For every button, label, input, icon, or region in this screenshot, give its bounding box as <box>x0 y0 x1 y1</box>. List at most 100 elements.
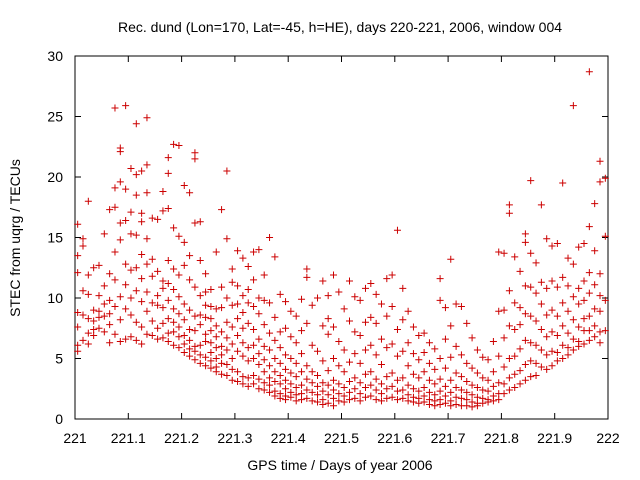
data-point <box>409 385 417 393</box>
data-point <box>138 323 146 331</box>
data-point <box>484 387 492 395</box>
data-point <box>138 275 146 283</box>
data-point <box>138 209 146 217</box>
data-point <box>468 403 476 411</box>
data-point <box>287 380 295 388</box>
data-point <box>143 235 151 243</box>
data-point <box>596 178 604 186</box>
data-point <box>148 332 156 340</box>
data-point <box>425 339 433 347</box>
data-point <box>468 334 476 342</box>
data-point <box>495 396 503 404</box>
data-point <box>521 361 529 369</box>
data-point <box>404 381 412 389</box>
data-point <box>287 369 295 377</box>
data-point <box>159 277 167 285</box>
data-point <box>218 283 226 291</box>
data-point <box>250 341 258 349</box>
data-point <box>399 347 407 355</box>
data-point <box>585 68 593 76</box>
data-point <box>356 397 364 405</box>
data-point <box>228 365 236 373</box>
data-point <box>404 362 412 370</box>
data-point <box>159 334 167 342</box>
data-point <box>196 311 204 319</box>
y-axis: 0 5 10 15 20 25 30 <box>47 48 608 427</box>
data-point <box>74 309 82 317</box>
data-point <box>436 275 444 283</box>
data-point <box>154 292 162 300</box>
data-point <box>154 301 162 309</box>
data-point <box>351 385 359 393</box>
data-point <box>116 316 124 324</box>
data-point <box>548 347 556 355</box>
data-point <box>393 352 401 360</box>
data-points <box>74 68 609 411</box>
data-point <box>287 355 295 362</box>
data-point <box>212 368 220 376</box>
data-point <box>95 313 103 321</box>
data-point <box>569 316 577 324</box>
data-point <box>473 346 481 354</box>
data-point <box>298 390 306 398</box>
data-point <box>537 346 545 354</box>
data-point <box>319 357 327 365</box>
data-point <box>132 264 140 272</box>
data-point <box>239 339 247 347</box>
data-point <box>511 325 519 333</box>
data-point <box>505 201 513 209</box>
data-point <box>372 396 380 404</box>
data-point <box>415 374 423 382</box>
data-point <box>148 299 156 307</box>
data-point <box>500 380 508 388</box>
y-axis-label: STEC from uqrg / TECUs <box>7 159 23 317</box>
data-point <box>575 300 583 308</box>
data-point <box>377 335 385 343</box>
data-point <box>377 390 385 398</box>
data-point <box>591 322 599 330</box>
data-point <box>202 338 210 346</box>
data-point <box>484 376 492 384</box>
data-point <box>473 369 481 377</box>
x-tick-label: 222 <box>596 430 620 446</box>
data-point <box>207 357 215 365</box>
data-point <box>399 374 407 382</box>
data-point <box>186 345 194 353</box>
data-point <box>164 329 172 337</box>
data-point <box>218 304 226 312</box>
data-point <box>324 399 332 407</box>
data-point <box>74 252 82 260</box>
data-point <box>479 374 487 382</box>
data-point <box>276 328 284 336</box>
data-point <box>180 300 188 308</box>
data-point <box>447 388 455 396</box>
data-point <box>537 300 545 308</box>
data-point <box>340 392 348 400</box>
data-point <box>383 275 391 283</box>
data-point <box>441 335 449 343</box>
data-point <box>276 394 284 402</box>
data-point <box>399 394 407 402</box>
chart-title: Rec. dund (Lon=170, Lat=-45, h=HE), days… <box>118 19 562 35</box>
data-point <box>436 400 444 408</box>
data-point <box>175 232 183 240</box>
data-point <box>345 377 353 385</box>
data-point <box>409 398 417 406</box>
data-point <box>409 323 417 331</box>
data-point <box>372 351 380 359</box>
data-point <box>516 267 524 275</box>
data-point <box>250 302 258 310</box>
data-point <box>180 332 188 340</box>
data-point <box>330 355 338 362</box>
data-point <box>223 167 231 175</box>
data-point <box>292 397 300 405</box>
data-point <box>122 217 130 225</box>
data-point <box>537 325 545 333</box>
data-point <box>260 368 268 376</box>
data-point <box>367 313 375 321</box>
data-point <box>292 339 300 347</box>
data-point <box>255 375 263 383</box>
y-tick-label: 0 <box>55 411 63 427</box>
data-point <box>553 312 561 320</box>
data-point <box>319 322 327 330</box>
